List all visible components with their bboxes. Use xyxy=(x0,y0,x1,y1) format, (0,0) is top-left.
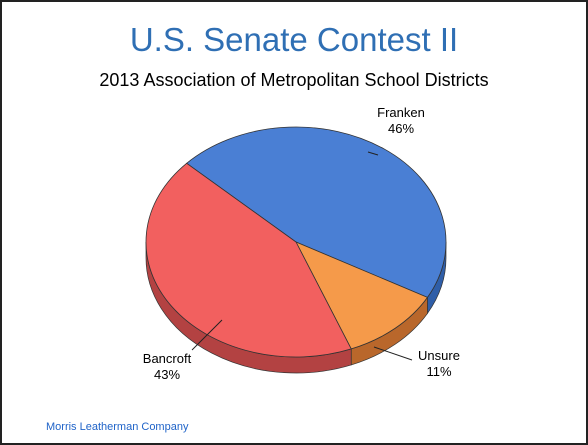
slice-value-franken: 46% xyxy=(388,121,414,136)
pie-slice-franken xyxy=(185,126,447,298)
pie-slice-bancroft xyxy=(145,162,352,358)
leader-line-unsure xyxy=(373,346,413,361)
leader-line-bancroft xyxy=(191,319,223,351)
slice-label-unsure: Unsure xyxy=(418,348,460,363)
chart-title: U.S. Senate Contest II xyxy=(129,21,459,58)
pie-slices xyxy=(145,126,447,358)
source-credit: Morris Leatherman Company xyxy=(46,421,189,433)
slice-value-unsure: 11% xyxy=(426,364,451,379)
pie-leader-lines xyxy=(191,151,413,361)
slice-label-bancroft: Bancroft xyxy=(143,351,192,366)
leader-line-franken xyxy=(367,151,379,156)
slice-value-bancroft: 43% xyxy=(154,367,180,382)
chart-subtitle: 2013 Association of Metropolitan School … xyxy=(99,70,489,90)
slice-label-franken: Franken xyxy=(377,105,425,120)
pie-slice-unsure xyxy=(295,241,429,350)
